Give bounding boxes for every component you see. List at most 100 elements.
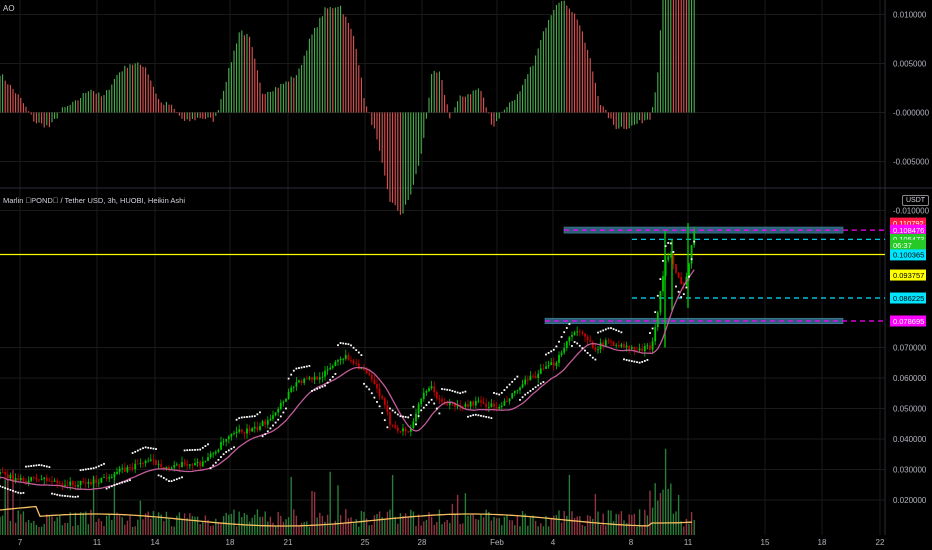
sar-dot <box>147 446 150 449</box>
candle-body <box>27 480 30 484</box>
sar-dot <box>446 388 449 391</box>
sar-dot <box>79 469 82 472</box>
candle-body <box>448 402 451 406</box>
sar-dot <box>581 347 584 350</box>
sar-dot <box>376 401 378 403</box>
candle-body <box>659 291 662 313</box>
candle-body <box>334 361 337 366</box>
currency-button[interactable]: USDT <box>902 195 930 206</box>
candle-body <box>454 402 456 407</box>
candle-body <box>402 428 404 432</box>
sar-dot <box>612 328 615 331</box>
sar-dot <box>352 346 355 349</box>
sar-dot <box>220 456 222 458</box>
candle-body <box>183 462 186 465</box>
candle-body <box>227 436 230 440</box>
candle-body <box>386 405 389 413</box>
candle-body <box>383 398 386 406</box>
sar-dot <box>399 415 402 418</box>
candle-body <box>51 481 53 482</box>
sar-dot <box>287 377 290 380</box>
candle-body <box>558 354 560 363</box>
date-tick-label: 11 <box>684 538 693 547</box>
candle-body <box>381 396 384 399</box>
sar-dot <box>617 330 620 333</box>
sar-dot <box>469 415 472 417</box>
sar-dot <box>597 331 599 334</box>
sar-dot <box>113 484 116 486</box>
candle-body <box>298 380 300 383</box>
sar-dot <box>651 327 654 330</box>
sar-dot <box>326 381 329 384</box>
candle-body <box>121 467 124 469</box>
sar-dot <box>508 383 511 386</box>
sar-dot <box>482 415 485 418</box>
sar-dot <box>222 453 225 456</box>
candle-body <box>612 341 615 346</box>
sar-dot <box>342 342 345 345</box>
sar-dot <box>207 443 209 446</box>
sar-dot <box>38 464 40 466</box>
candle-body <box>311 377 313 380</box>
sar-dot <box>9 489 12 491</box>
candle-body <box>32 477 35 479</box>
sar-dot <box>305 365 308 368</box>
price-badge-text: 0.110792 <box>893 219 924 228</box>
candle-body <box>415 413 417 422</box>
candle-body <box>430 386 433 389</box>
candle-body <box>521 384 524 388</box>
candle-body <box>35 477 38 480</box>
candle-body <box>672 255 675 265</box>
candle-body <box>77 485 79 487</box>
sar-dot <box>610 327 612 329</box>
candle-body <box>134 463 137 470</box>
candle-body <box>300 380 303 384</box>
sar-dot <box>118 482 121 485</box>
sar-dot <box>136 449 139 452</box>
sar-dot <box>529 390 532 392</box>
candle-body <box>576 331 579 333</box>
candle-body <box>565 341 568 349</box>
candle-body <box>110 476 113 478</box>
candle-body <box>357 363 360 370</box>
candle-body <box>693 231 696 246</box>
candle-body <box>651 341 654 350</box>
sar-dot <box>64 495 66 497</box>
sar-dot <box>576 342 579 345</box>
candle-body <box>4 472 7 475</box>
candle-body <box>43 477 46 480</box>
candle-body <box>568 336 571 342</box>
candle-body <box>243 431 246 434</box>
candle-body <box>277 409 280 413</box>
sar-dot <box>545 353 547 356</box>
candle-body <box>526 379 529 381</box>
sar-dot <box>500 391 503 394</box>
sar-dot <box>534 386 537 389</box>
sar-dot <box>110 485 113 488</box>
sar-dot <box>246 416 248 418</box>
candle-body <box>181 462 183 467</box>
sar-dot <box>355 349 358 352</box>
candle-body <box>477 400 480 402</box>
candle-body <box>61 483 64 486</box>
date-tick-label: 11 <box>93 538 102 547</box>
sar-dot <box>261 435 264 438</box>
candle-body <box>82 480 85 483</box>
candle-body <box>519 387 521 391</box>
candle-body <box>589 340 592 342</box>
sar-dot <box>233 446 235 449</box>
candle-body <box>412 421 415 429</box>
price-badge-text: 0.100365 <box>893 251 924 260</box>
sar-dot <box>391 409 394 412</box>
sar-dot <box>602 329 605 332</box>
candle-body <box>199 461 202 467</box>
candle-body <box>677 272 680 278</box>
price-badge-bg <box>890 292 926 304</box>
sar-dot <box>472 414 475 417</box>
candle-body <box>641 348 644 352</box>
sar-dot <box>573 341 576 343</box>
sar-dot <box>43 464 46 467</box>
sar-dot <box>277 418 280 421</box>
sar-dot <box>409 414 412 416</box>
